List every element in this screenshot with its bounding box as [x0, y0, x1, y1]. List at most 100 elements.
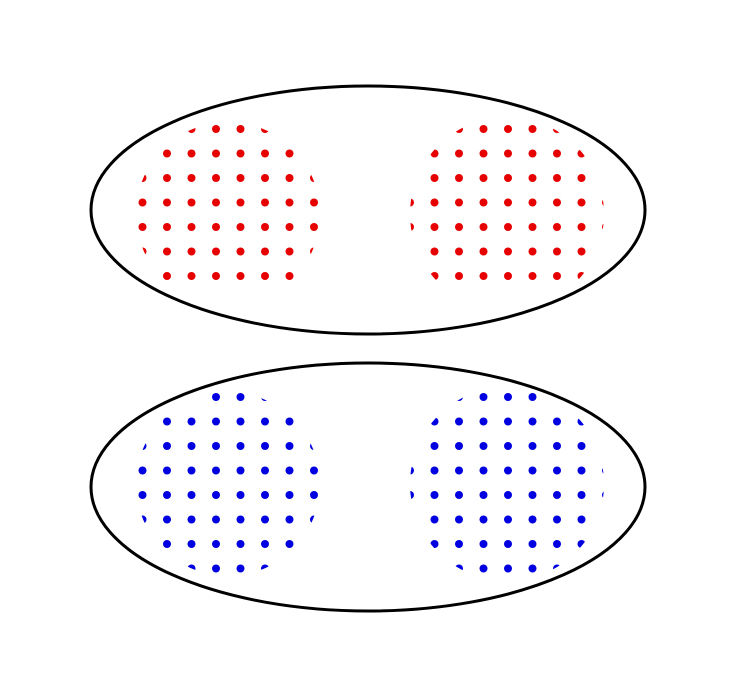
- dot: [577, 198, 586, 207]
- dot: [261, 491, 269, 499]
- dot: [236, 247, 245, 256]
- dot: [504, 125, 512, 133]
- dot: [410, 393, 414, 401]
- dot: [236, 272, 245, 280]
- dot: [479, 272, 488, 280]
- dot: [479, 393, 488, 401]
- dot: [335, 272, 343, 280]
- dot: [528, 515, 537, 524]
- dot: [602, 223, 604, 231]
- dot: [430, 540, 439, 548]
- dot: [335, 442, 343, 450]
- dot: [430, 149, 439, 158]
- dot: [310, 174, 318, 182]
- dot: [236, 491, 245, 499]
- dot: [479, 125, 488, 133]
- dot: [504, 393, 512, 401]
- dot: [553, 466, 561, 475]
- dot: [310, 540, 318, 548]
- dot: [310, 442, 318, 450]
- dot: [430, 491, 439, 499]
- dot: [285, 540, 294, 548]
- dot: [163, 466, 171, 475]
- dot: [528, 149, 537, 158]
- dot: [479, 223, 488, 231]
- dot: [114, 199, 122, 207]
- dot: [504, 466, 512, 475]
- bottom-left-dot-cluster: [138, 393, 343, 573]
- dot: [212, 466, 220, 475]
- dot: [285, 198, 294, 207]
- dot: [310, 466, 318, 475]
- dot: [163, 174, 171, 182]
- dot: [455, 491, 463, 499]
- dot: [553, 272, 561, 280]
- dot: [285, 272, 294, 280]
- dot: [577, 247, 586, 256]
- dot: [187, 442, 196, 450]
- dot: [261, 247, 269, 256]
- dot: [410, 466, 414, 475]
- dot: [236, 564, 245, 573]
- dot: [455, 564, 463, 573]
- dot: [236, 515, 245, 524]
- dot: [528, 247, 537, 256]
- dot: [187, 198, 196, 207]
- dot: [187, 491, 196, 499]
- dot: [528, 198, 537, 207]
- dot: [212, 198, 220, 207]
- dot: [236, 198, 245, 207]
- dot: [553, 417, 561, 426]
- dot: [212, 393, 220, 401]
- dot: [335, 199, 343, 207]
- dot: [335, 516, 343, 524]
- dot: [479, 149, 488, 158]
- dot: [163, 223, 171, 231]
- dot: [114, 248, 122, 256]
- dot: [163, 149, 171, 158]
- dot: [187, 540, 196, 548]
- dot: [212, 564, 220, 573]
- dot: [602, 247, 604, 256]
- dot: [410, 272, 414, 280]
- dot: [410, 442, 414, 450]
- dot: [553, 442, 561, 450]
- dot: [528, 125, 537, 133]
- dot: [430, 247, 439, 256]
- dot: [577, 174, 586, 182]
- dot: [455, 393, 463, 401]
- dot: [285, 393, 294, 401]
- dot: [504, 247, 512, 256]
- dot: [212, 491, 220, 499]
- dot: [187, 515, 196, 524]
- dot: [187, 466, 196, 475]
- dot: [504, 198, 512, 207]
- dot: [410, 564, 414, 573]
- dot: [410, 540, 414, 548]
- dot: [479, 174, 488, 182]
- dot: [187, 272, 196, 280]
- dot: [455, 247, 463, 256]
- dot: [335, 125, 343, 133]
- dot: [285, 466, 294, 475]
- dot: [553, 174, 561, 182]
- dot: [577, 466, 586, 475]
- dot: [504, 540, 512, 548]
- dot: [261, 198, 269, 207]
- dot: [528, 272, 537, 280]
- dot: [430, 466, 439, 475]
- dot: [236, 223, 245, 231]
- dot: [577, 223, 586, 231]
- dot: [236, 149, 245, 158]
- dot: [455, 417, 463, 426]
- dot: [310, 417, 318, 426]
- dot: [212, 174, 220, 182]
- dot: [212, 272, 220, 280]
- dot: [577, 540, 586, 548]
- dot: [187, 247, 196, 256]
- dot: [285, 442, 294, 450]
- dot: [577, 417, 586, 426]
- dot: [410, 198, 414, 207]
- dot: [335, 248, 343, 256]
